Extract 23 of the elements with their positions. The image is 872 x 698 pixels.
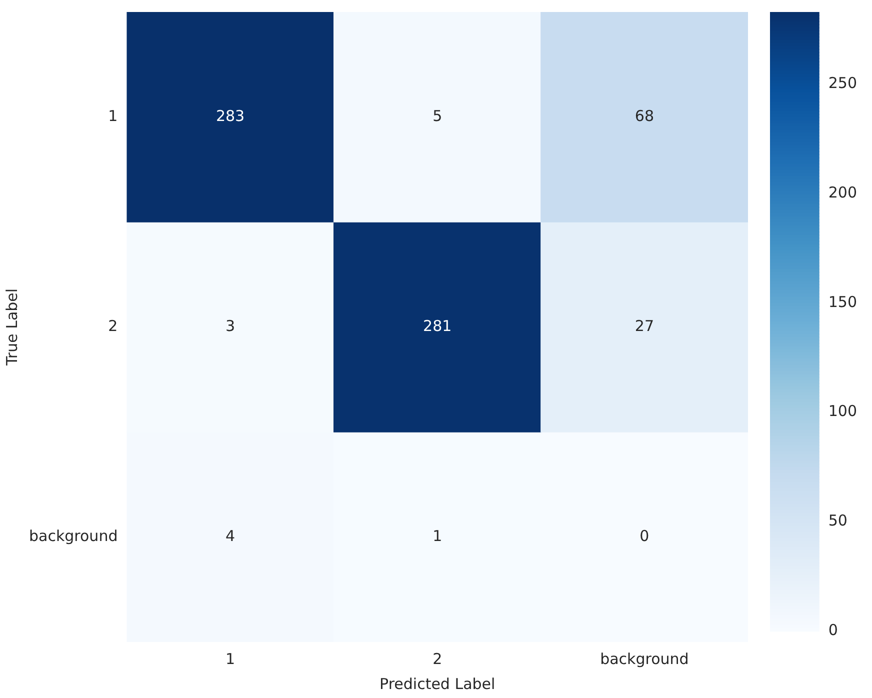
x-tick-label: 1 bbox=[225, 650, 236, 668]
y-tick-label: background bbox=[29, 526, 118, 545]
color-bar-label: 250 bbox=[828, 74, 858, 92]
y-tick-label: 1 bbox=[108, 106, 118, 125]
x-axis-title: Predicted Label bbox=[380, 674, 496, 693]
data-label: 3 bbox=[225, 316, 236, 335]
color-bar-label: 100 bbox=[828, 402, 858, 420]
x-tick-label: background bbox=[600, 650, 689, 668]
data-label: 1 bbox=[432, 526, 442, 545]
y-tick-label: 2 bbox=[108, 316, 118, 335]
color-bar-label: 50 bbox=[828, 512, 848, 530]
data-label: 68 bbox=[634, 106, 654, 125]
data-label: 4 bbox=[225, 526, 236, 545]
data-label: 283 bbox=[216, 106, 245, 125]
x-tick-label: 2 bbox=[432, 650, 442, 668]
data-label: 281 bbox=[423, 316, 452, 335]
data-label: 5 bbox=[432, 106, 442, 125]
data-label: 0 bbox=[640, 526, 650, 545]
y-axis-title: True Label bbox=[2, 288, 21, 367]
data-label: 27 bbox=[634, 316, 654, 335]
color-bar-label: 150 bbox=[828, 292, 858, 311]
color-bar-label: 0 bbox=[828, 620, 838, 639]
color-bar-label: 200 bbox=[828, 183, 858, 202]
